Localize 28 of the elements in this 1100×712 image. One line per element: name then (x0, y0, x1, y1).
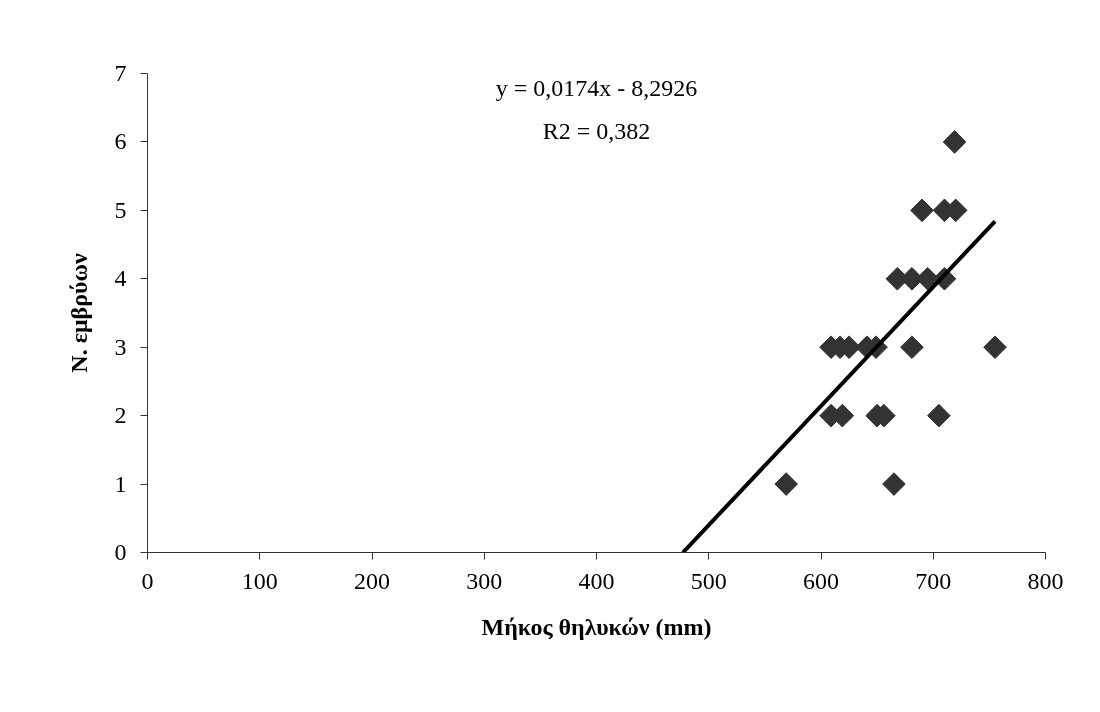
x-axis-title: Μήκος θηλυκών (mm) (481, 613, 712, 640)
point (910, 198, 934, 223)
y-tick-label: 5 (114, 196, 127, 223)
point (942, 130, 967, 154)
x-tick-label: 600 (803, 567, 839, 594)
point (983, 335, 1007, 360)
y-tick-label: 6 (114, 128, 127, 155)
y-tick-label: 0 (114, 539, 127, 565)
x-tick-label: 300 (466, 567, 503, 594)
y-tick-label: 1 (114, 470, 127, 497)
x-tick-label: 200 (354, 567, 390, 594)
x-tick-label: 500 (690, 567, 727, 594)
y-tick-label: 7 (114, 60, 127, 86)
y-tick-label: 3 (114, 333, 127, 360)
x-tick-label: 400 (578, 567, 615, 594)
point (900, 335, 924, 360)
point (927, 403, 951, 428)
y-tick-label: 2 (114, 402, 127, 429)
y-tick-label: 4 (114, 265, 127, 292)
point (882, 472, 906, 496)
y-axis-title: Ν. εμβρύων (65, 253, 92, 373)
x-tick-label: 0 (141, 567, 154, 594)
x-tick-label: 700 (915, 567, 952, 594)
annotation: R2 = 0,382 (542, 117, 651, 144)
x-tick-label: 100 (241, 567, 278, 594)
annotation: y = 0,0174x - 8,2926 (495, 74, 698, 101)
x-tick-label: 800 (1027, 567, 1064, 594)
point (774, 472, 799, 496)
